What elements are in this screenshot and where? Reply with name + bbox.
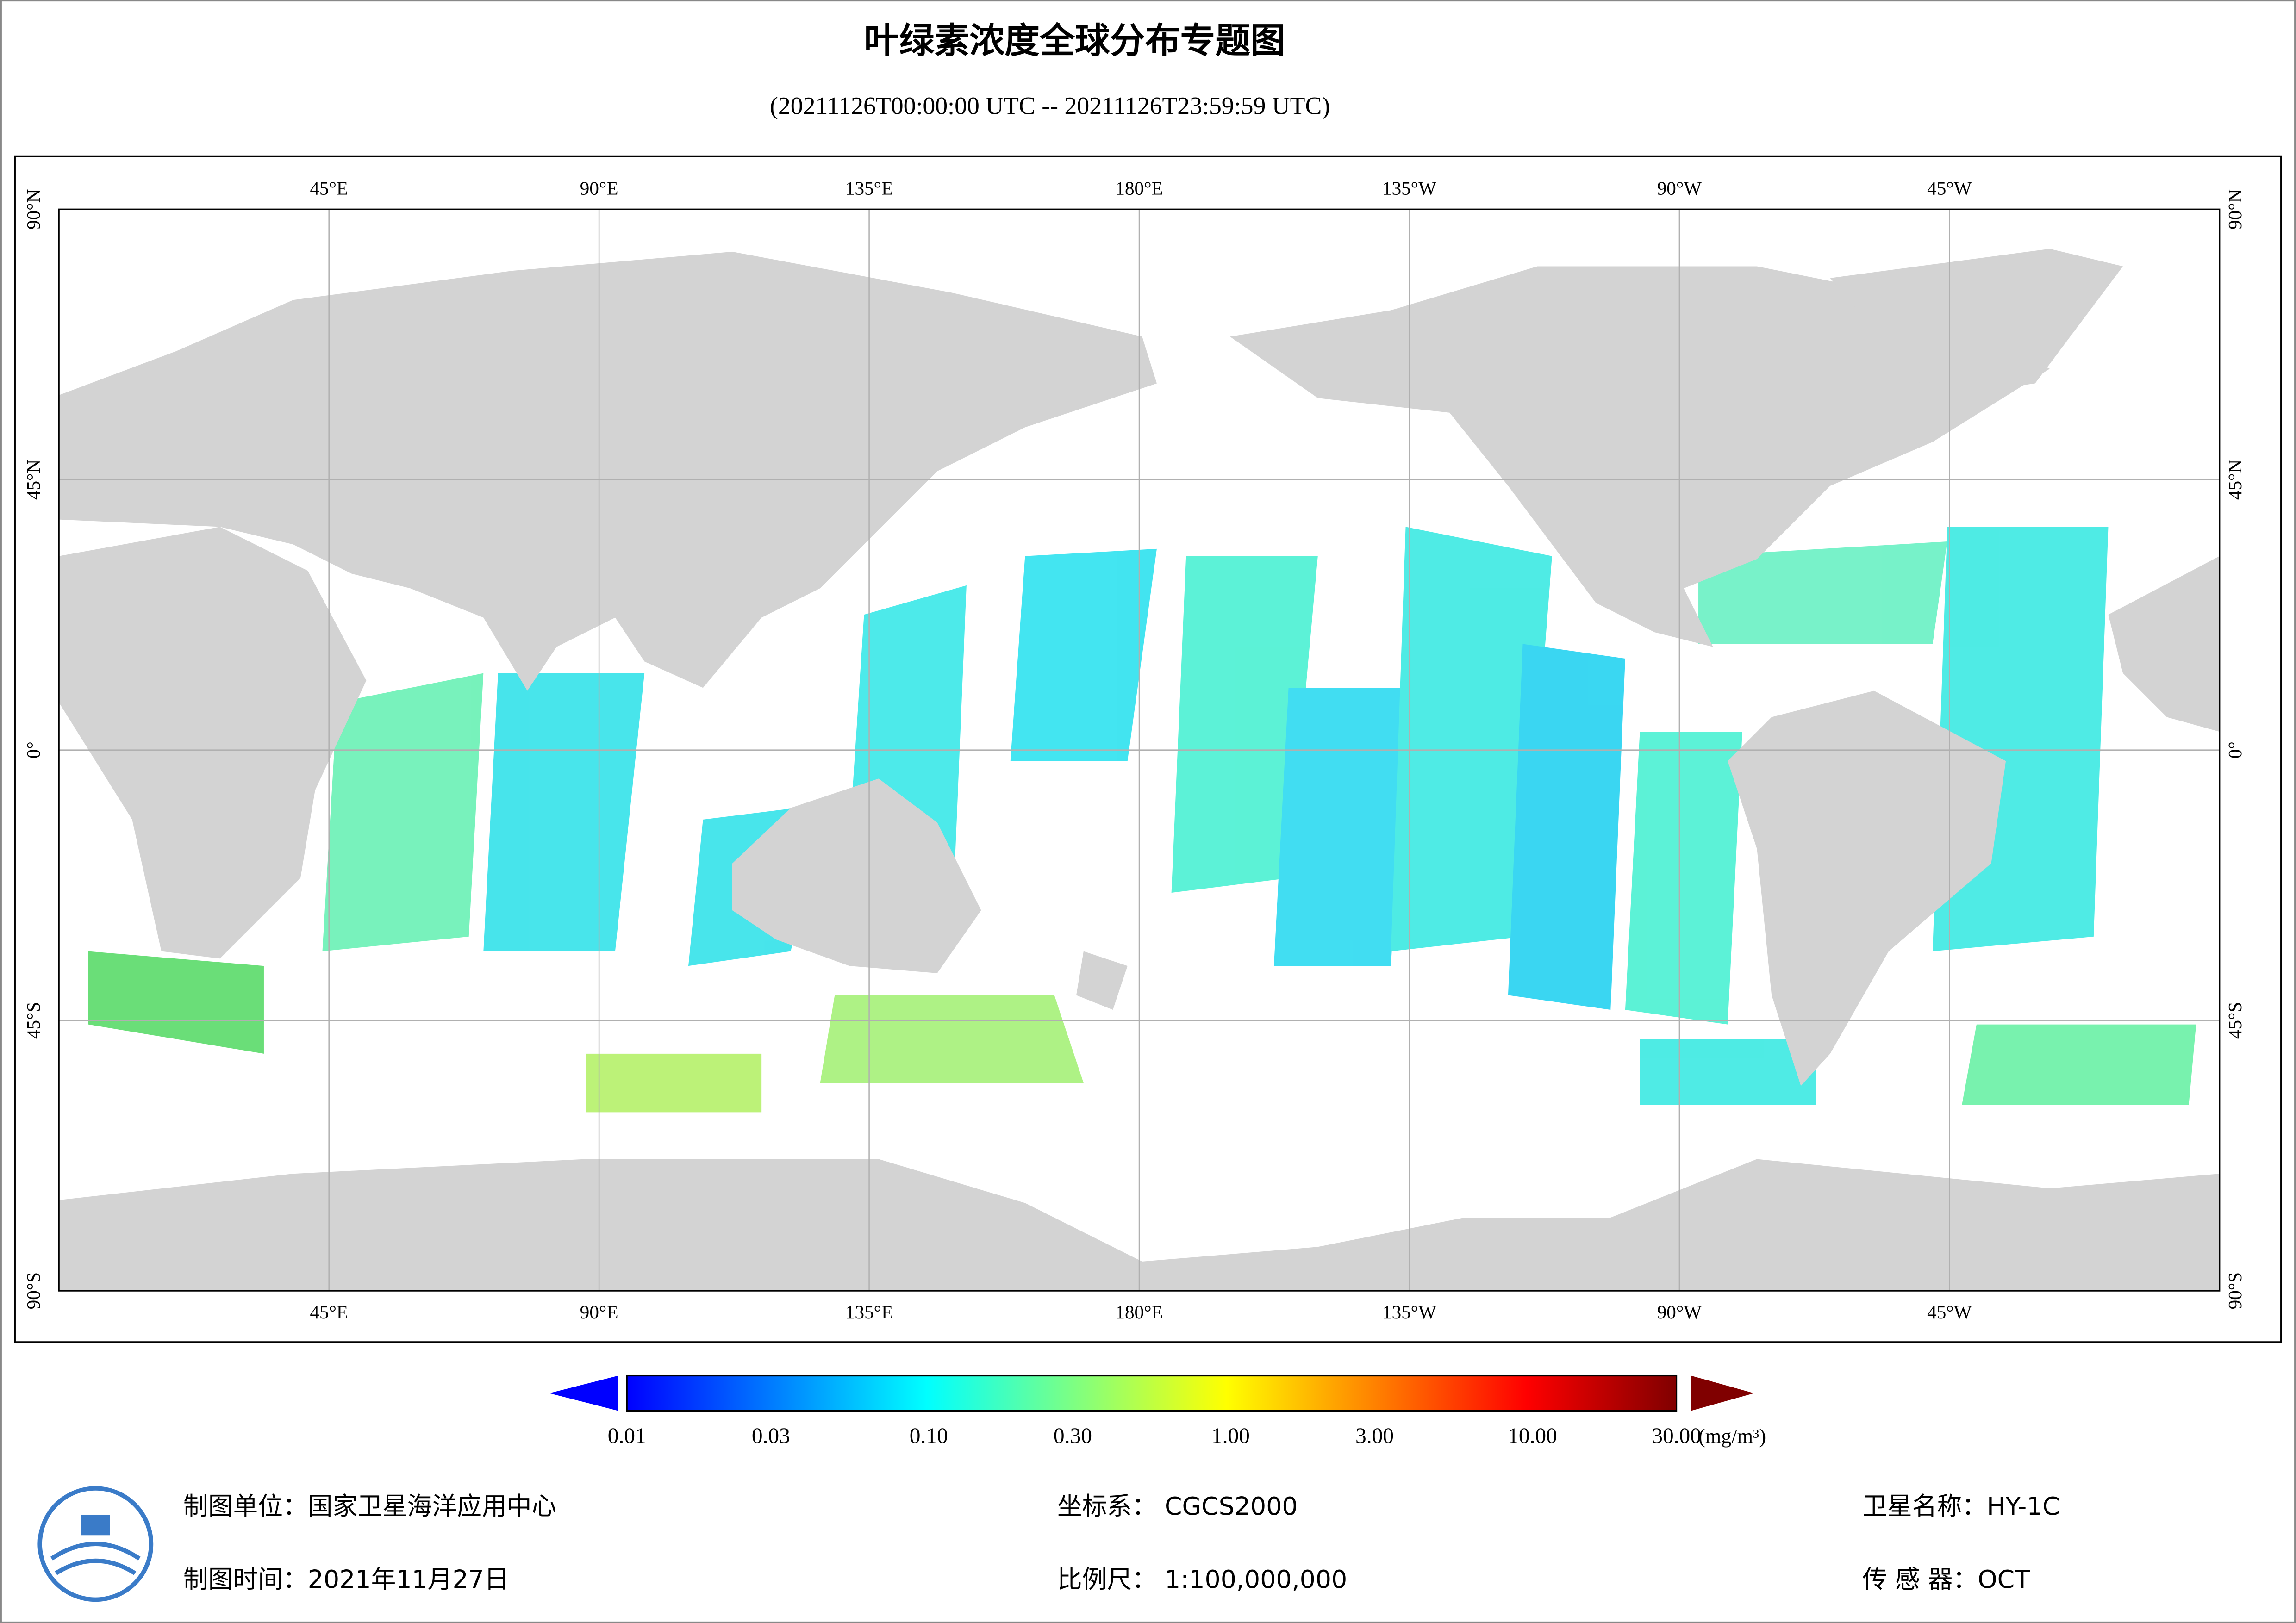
lat-label-left: 0° [23,741,44,759]
colorbar-tick-label: 10.00 [1508,1424,1557,1448]
lat-label-right: 45°S [2224,1002,2246,1039]
graticule-labels: 45°E 45°E 90°E 90°E 135°E 135°E 180°E 180°E 135°… [23,178,2246,1323]
graticule [59,209,2220,1291]
colorbar-tick-label: 0.03 [752,1424,790,1448]
logo-waves [50,1542,141,1575]
lat-label-left: 45°S [23,1002,44,1039]
footer: 制图单位：国家卫星海洋应用中心 制图时间：2021年11月27日 坐标系： CG… [37,1486,2060,1602]
lat-label-right: 0° [2224,741,2246,759]
title: 叶绿素浓度全球分布专题图 [864,20,1286,61]
colorbar: 0.01 0.03 0.10 0.30 1.00 3.00 10.00 30.00(mg/m³… [549,1374,1766,1448]
producer: 制图单位：国家卫星海洋应用中心 [183,1492,556,1521]
sensor: 传 感 器：OCT [1862,1565,2030,1594]
lon-label-top: 45°W [1927,178,1972,199]
lat-label-left: 45°N [23,460,44,500]
lon-label-bottom: 45°W [1927,1301,1972,1323]
lat-label-left: 90°S [23,1272,44,1309]
lat-label-right: 45°N [2224,460,2246,500]
map-date: 制图时间：2021年11月27日 [183,1565,509,1594]
lon-label-top: 135°E [845,178,893,199]
colorbar-tick-label: 0.10 [910,1424,948,1448]
map-frame [14,155,2282,1343]
crs: 坐标系： CGCS2000 [1057,1492,1298,1521]
lon-label-bottom: 180°E [1115,1301,1163,1323]
logo-satellite [81,1514,110,1536]
lat-label-right: 90°S [2224,1272,2246,1309]
lon-label-top: 45°E [310,178,348,199]
colorbar-tick-label: 3.00 [1355,1424,1394,1448]
subtitle: (20211126T00:00:00 UTC -- 20211126T23:59… [770,92,1330,120]
lat-label-right: 90°N [2224,189,2246,230]
scale: 比例尺： 1:100,000,000 [1057,1565,1347,1594]
lon-label-top: 180°E [1115,178,1163,199]
colorbar-low-arrow [549,1375,618,1411]
lon-label-bottom: 90°W [1657,1301,1702,1323]
map-body [59,209,2220,1291]
lat-label-left: 90°N [23,189,44,230]
lon-label-top: 90°E [580,178,618,199]
satellite: 卫星名称：HY-1C [1862,1492,2060,1521]
lon-label-bottom: 45°E [310,1301,348,1323]
chlorophyll-swaths [88,504,2196,1113]
lon-label-top: 135°W [1382,178,1436,199]
lon-label-bottom: 135°W [1382,1301,1436,1323]
colorbar-tick-label: 1.00 [1211,1424,1250,1448]
colorbar-tick-label: 30.00 [1652,1424,1701,1448]
colorbar-unit: (mg/m³) [1698,1425,1766,1448]
colorbar-high-arrow [1691,1375,1754,1411]
colorbar-tick-label: 0.01 [608,1424,646,1448]
lon-label-bottom: 90°E [580,1301,618,1323]
lon-label-bottom: 135°E [845,1301,893,1323]
colorbar-bar [626,1374,1678,1412]
colorbar-tick-label: 0.30 [1054,1424,1092,1448]
lon-label-top: 90°W [1657,178,1702,199]
map-inner-frame [58,208,2221,1292]
